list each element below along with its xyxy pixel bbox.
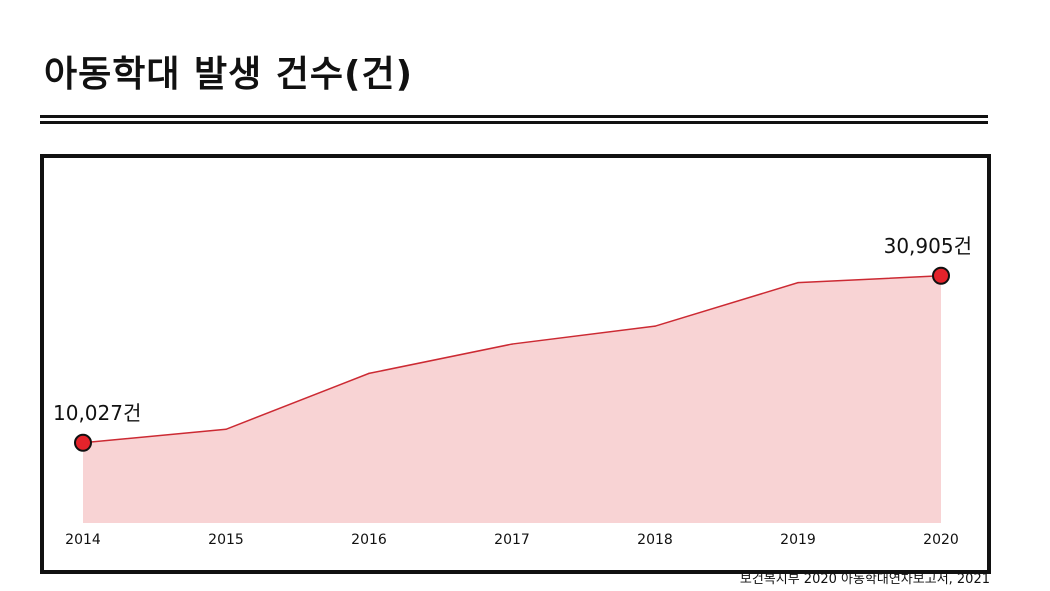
data-point-2015	[225, 428, 227, 431]
x-tick-label-2016: 2016	[351, 532, 387, 548]
data-point-2019	[797, 281, 799, 284]
data-point-2017	[511, 343, 513, 345]
x-tick-label-2014: 2014	[65, 532, 101, 548]
data-marker-2014	[74, 433, 92, 452]
data-label-2014: 10,027건	[53, 401, 141, 425]
data-point-2018	[654, 325, 656, 327]
source-note: 보건복지부 2020 아동학대연차보고서, 2021	[739, 572, 990, 587]
title-rule-bottom	[40, 121, 988, 124]
x-tick-label-2017: 2017	[494, 532, 530, 548]
data-point-2016	[368, 372, 370, 375]
data-marker-2020	[932, 266, 950, 285]
x-tick-label-2015: 2015	[208, 532, 244, 548]
title-rule-top	[40, 115, 988, 118]
data-label-2020: 30,905건	[884, 234, 972, 258]
x-tick-label-2018: 2018	[637, 532, 673, 548]
page-title: 아동학대 발생 건수(건)	[44, 54, 414, 95]
x-tick-label-2020: 2020	[923, 532, 959, 548]
area-fill	[83, 275, 941, 523]
x-tick-label-2019: 2019	[780, 532, 816, 548]
